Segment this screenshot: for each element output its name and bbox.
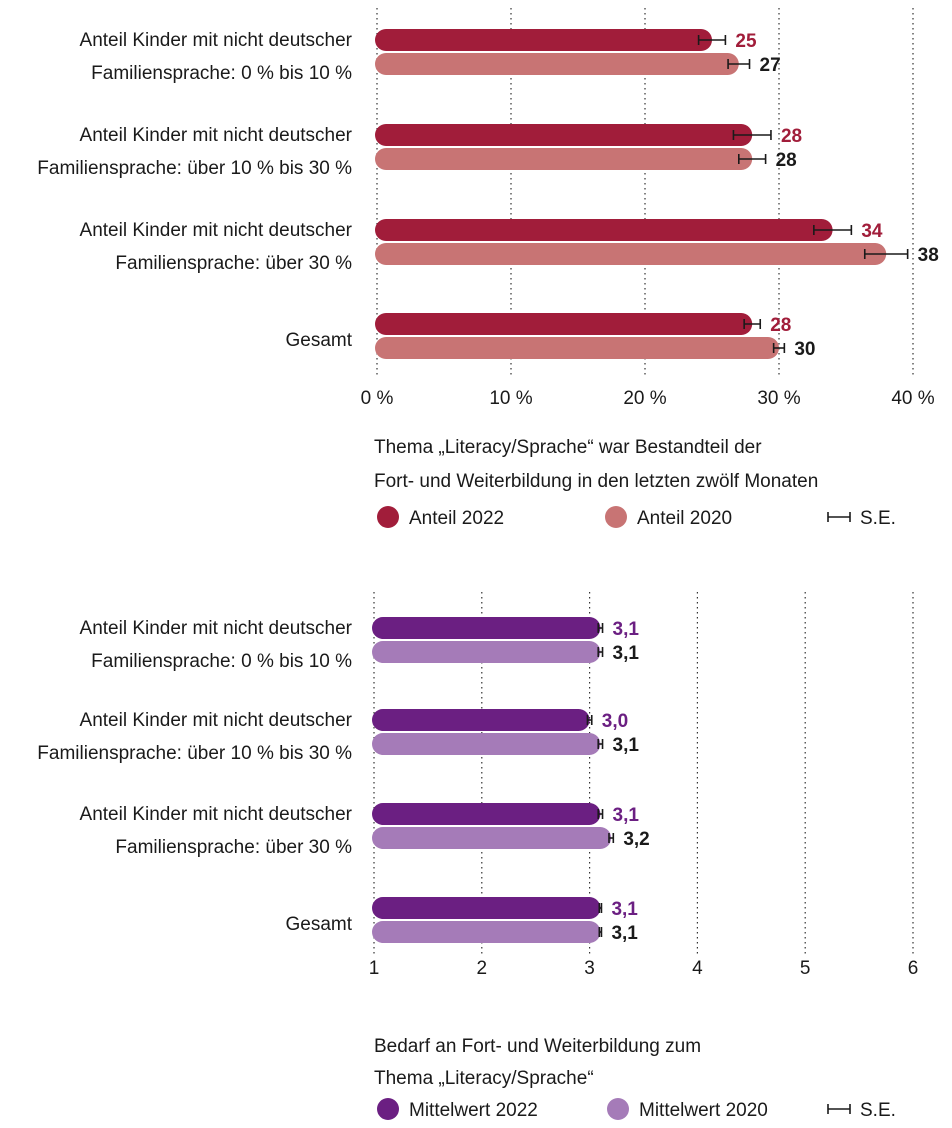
x-tick-label: 1 bbox=[369, 958, 380, 979]
bar bbox=[372, 897, 601, 919]
data-label: 3,1 bbox=[611, 899, 638, 920]
x-tick-label: 0 % bbox=[361, 388, 394, 409]
legend-swatch bbox=[607, 1098, 629, 1120]
data-label: 28 bbox=[781, 126, 802, 147]
category-label: Anteil Kinder mit nicht deutscher bbox=[80, 125, 353, 146]
x-tick-label: 2 bbox=[477, 958, 488, 979]
data-label: 28 bbox=[776, 150, 797, 171]
data-label: 3,1 bbox=[613, 643, 640, 664]
x-tick-label: 6 bbox=[908, 958, 919, 979]
bar bbox=[375, 337, 779, 359]
data-label: 3,1 bbox=[613, 805, 640, 826]
x-tick-label: 20 % bbox=[623, 388, 666, 409]
bar bbox=[375, 124, 753, 146]
category-label: Anteil Kinder mit nicht deutscher bbox=[80, 710, 353, 731]
chart-2 bbox=[372, 592, 914, 1120]
x-tick-label: 40 % bbox=[891, 388, 934, 409]
caption-line: Bedarf an Fort- und Weiterbildung zum bbox=[374, 1036, 701, 1057]
legend-se-label: S.E. bbox=[860, 508, 896, 529]
data-label: 38 bbox=[918, 245, 939, 266]
x-tick-label: 4 bbox=[692, 958, 703, 979]
data-label: 3,1 bbox=[611, 923, 638, 944]
bar bbox=[372, 827, 612, 849]
data-label: 3,1 bbox=[613, 619, 640, 640]
category-label: Familiensprache: 0 % bis 10 % bbox=[91, 651, 352, 672]
legend-label: Anteil 2020 bbox=[637, 508, 732, 529]
category-label: Gesamt bbox=[285, 914, 352, 935]
x-tick-label: 30 % bbox=[757, 388, 800, 409]
bar bbox=[375, 29, 712, 51]
category-label: Anteil Kinder mit nicht deutscher bbox=[80, 804, 353, 825]
data-label: 3,2 bbox=[623, 829, 649, 850]
x-tick-label: 10 % bbox=[489, 388, 532, 409]
category-label: Familiensprache: über 10 % bis 30 % bbox=[37, 158, 352, 179]
legend-se-label: S.E. bbox=[860, 1100, 896, 1121]
category-label: Anteil Kinder mit nicht deutscher bbox=[80, 618, 353, 639]
bar bbox=[372, 617, 601, 639]
bar bbox=[372, 921, 601, 943]
legend-label: Mittelwert 2022 bbox=[409, 1100, 538, 1121]
caption-line: Fort- und Weiterbildung in den letzten z… bbox=[374, 471, 818, 492]
category-label: Anteil Kinder mit nicht deutscher bbox=[80, 30, 353, 51]
category-label: Familiensprache: 0 % bis 10 % bbox=[91, 63, 352, 84]
bar bbox=[375, 313, 753, 335]
data-label: 3,1 bbox=[613, 735, 640, 756]
bar bbox=[372, 733, 601, 755]
category-label: Anteil Kinder mit nicht deutscher bbox=[80, 220, 353, 241]
bar bbox=[375, 53, 739, 75]
bar bbox=[372, 641, 601, 663]
bar bbox=[375, 243, 887, 265]
category-label: Gesamt bbox=[285, 330, 352, 351]
bar bbox=[375, 148, 753, 170]
bar bbox=[372, 803, 601, 825]
category-label: Familiensprache: über 10 % bis 30 % bbox=[37, 743, 352, 764]
legend-swatch bbox=[377, 1098, 399, 1120]
legend-swatch bbox=[605, 506, 627, 528]
data-label: 27 bbox=[760, 55, 781, 76]
legend-label: Anteil 2022 bbox=[409, 508, 504, 529]
data-label: 28 bbox=[770, 315, 791, 336]
x-tick-label: 3 bbox=[584, 958, 595, 979]
legend-label: Mittelwert 2020 bbox=[639, 1100, 768, 1121]
bar bbox=[372, 709, 590, 731]
category-label: Familiensprache: über 30 % bbox=[115, 253, 352, 274]
chart-1 bbox=[375, 8, 914, 528]
category-label: Familiensprache: über 30 % bbox=[115, 837, 352, 858]
data-label: 30 bbox=[794, 339, 815, 360]
bar bbox=[375, 219, 833, 241]
caption-line: Thema „Literacy/Sprache“ war Bestandteil… bbox=[374, 437, 762, 458]
x-tick-label: 5 bbox=[800, 958, 811, 979]
data-label: 34 bbox=[861, 221, 883, 242]
legend-swatch bbox=[377, 506, 399, 528]
data-label: 25 bbox=[735, 31, 757, 52]
data-label: 3,0 bbox=[602, 711, 628, 732]
caption-line: Thema „Literacy/Sprache“ bbox=[374, 1068, 594, 1089]
